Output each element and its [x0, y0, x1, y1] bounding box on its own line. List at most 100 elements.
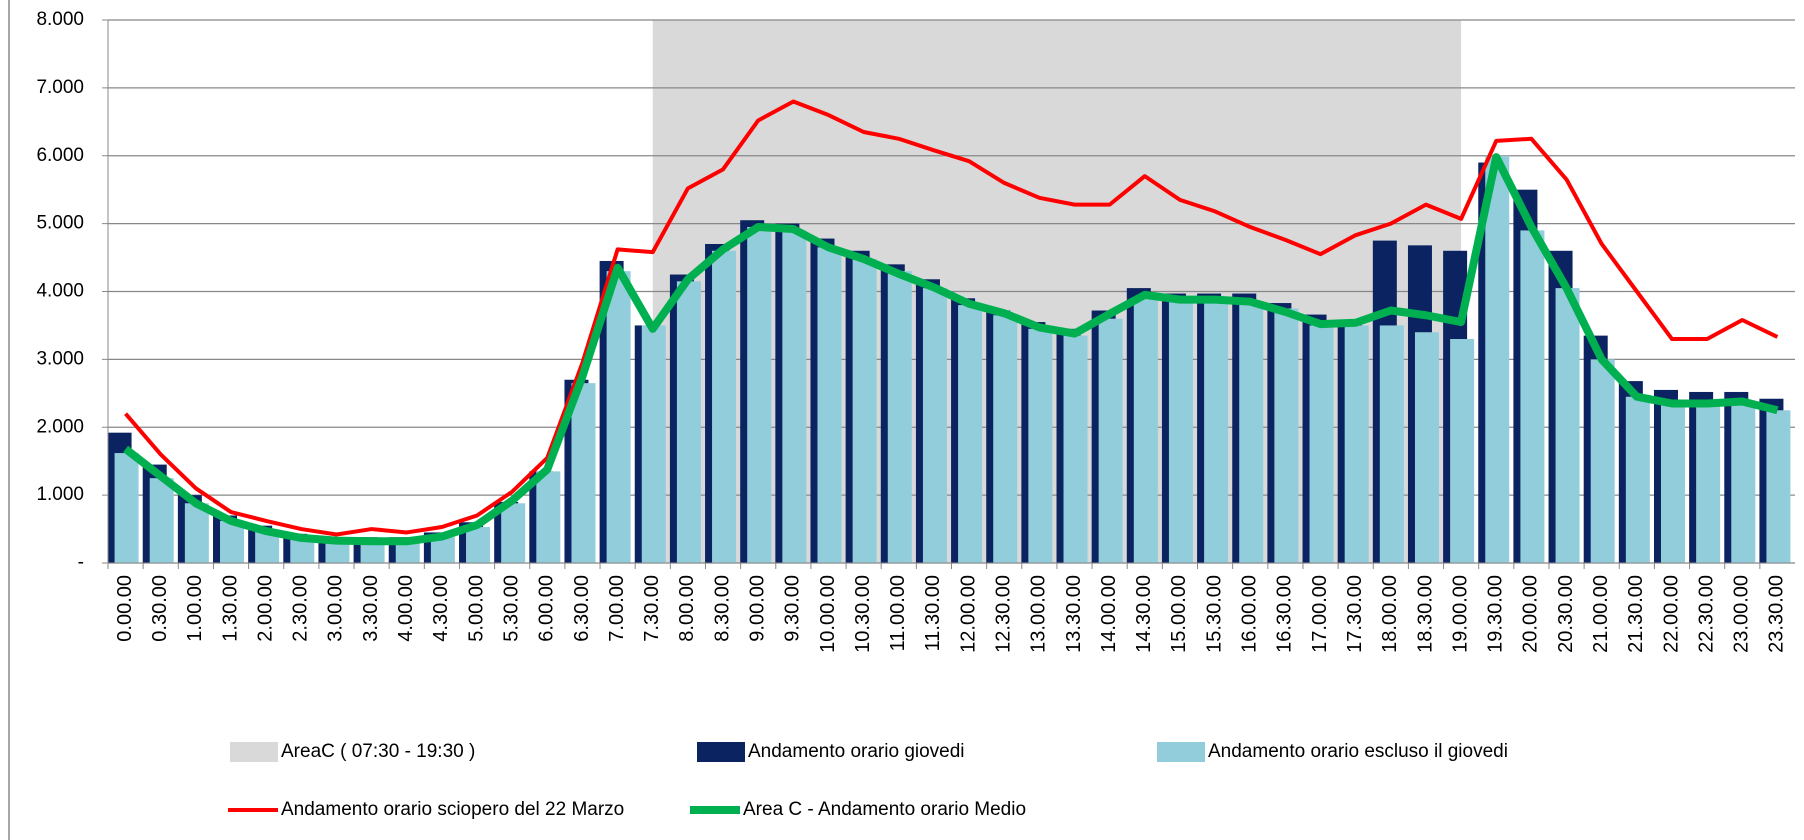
x-tick-label: 2.00.00 [254, 575, 276, 642]
bar [922, 288, 947, 563]
x-tick-label: 23.30.00 [1766, 575, 1788, 653]
x-tick-label: 8.30.00 [711, 575, 733, 642]
bar [1696, 403, 1721, 563]
y-tick-label: 6.000 [36, 145, 84, 166]
bar [360, 541, 385, 563]
bar [641, 325, 666, 563]
legend-swatch [230, 742, 278, 762]
x-tick-label: 13.00.00 [1028, 575, 1050, 653]
line-layer [123, 99, 1779, 546]
x-tick-label: 0.00.00 [114, 575, 136, 642]
bar [1133, 298, 1158, 563]
x-tick-label: 1.30.00 [219, 575, 241, 642]
x-tick-label: 17.00.00 [1309, 575, 1331, 653]
x-tick-label: 16.00.00 [1239, 575, 1261, 653]
legend-label: Andamento orario escluso il giovedi [1208, 741, 1508, 762]
x-tick-label: 9.30.00 [782, 575, 804, 642]
x-tick-label: 10.00.00 [817, 575, 839, 653]
bar [1239, 301, 1264, 563]
bar [747, 227, 772, 564]
x-tick-label: 14.30.00 [1133, 575, 1155, 653]
line [123, 153, 1779, 546]
legend-swatch [697, 742, 745, 762]
x-tick-label: 18.00.00 [1379, 575, 1401, 653]
legend-label: Andamento orario giovedi [748, 741, 965, 762]
x-tick-label: 21.00.00 [1590, 575, 1612, 653]
x-tick-label: 13.30.00 [1063, 575, 1085, 653]
bar [1309, 325, 1334, 563]
x-tick-label: 14.00.00 [1098, 575, 1120, 653]
bar-layer [107, 155, 1791, 564]
bar [1485, 155, 1510, 563]
bar [712, 250, 737, 563]
x-tick-label: 19.30.00 [1485, 575, 1507, 653]
x-tick-label: 12.30.00 [993, 575, 1015, 653]
y-tick-label: 3.000 [36, 348, 84, 369]
x-tick-label: 17.30.00 [1344, 575, 1366, 653]
bar [782, 230, 807, 563]
legend-label: Andamento orario sciopero del 22 Marzo [281, 799, 624, 820]
bar [887, 271, 912, 563]
x-tick-label: 22.00.00 [1660, 575, 1682, 653]
bar [220, 520, 245, 563]
x-tick-label: 6.30.00 [571, 575, 593, 642]
y-tick-label: 8.000 [36, 9, 84, 30]
bar [817, 247, 842, 563]
x-tick-label: 7.30.00 [641, 575, 663, 642]
bar [1555, 288, 1580, 563]
x-tick-label: 16.30.00 [1274, 575, 1296, 653]
y-tick-label: 5.000 [36, 213, 84, 234]
legend-label: Area C - Andamento orario Medio [743, 799, 1026, 820]
x-tick-label: 3.00.00 [325, 575, 347, 642]
x-tick-label: 0.30.00 [149, 575, 171, 642]
y-tick-label: 2.000 [36, 416, 84, 437]
bar [325, 540, 350, 563]
y-tick-label: - [78, 552, 84, 573]
bar [501, 503, 526, 563]
bar [536, 471, 561, 563]
y-tick-label: 7.000 [36, 77, 84, 98]
y-tick-label: 1.000 [36, 484, 84, 505]
x-tick-label: 6.00.00 [536, 575, 558, 642]
line [124, 99, 1779, 537]
y-tick-label: 4.000 [36, 281, 84, 302]
x-tick-label: 12.00.00 [957, 575, 979, 653]
bar [1450, 339, 1475, 563]
bar [1063, 335, 1088, 563]
x-tick-label: 20.30.00 [1555, 575, 1577, 653]
axis-layer: - 1.000 2.000 3.000 4.000 5.000 6.000 7.000 8.00… [36, 9, 1795, 653]
bar [149, 478, 174, 563]
bar [184, 503, 209, 563]
bar [993, 315, 1018, 563]
x-tick-label: 2.30.00 [290, 575, 312, 642]
bar [1028, 328, 1053, 563]
bar [1204, 301, 1229, 563]
legend-swatch [1157, 742, 1205, 762]
x-tick-label: 8.00.00 [676, 575, 698, 642]
x-tick-label: 11.30.00 [922, 575, 944, 651]
bar [1660, 403, 1685, 563]
bar [1625, 396, 1650, 563]
bar [1414, 332, 1439, 563]
x-tick-label: 21.30.00 [1625, 575, 1647, 653]
x-tick-label: 5.00.00 [465, 575, 487, 642]
x-tick-label: 4.30.00 [430, 575, 452, 642]
bar [1344, 325, 1369, 563]
bar [571, 383, 596, 563]
x-tick-label: 10.30.00 [852, 575, 874, 653]
bar [1098, 318, 1123, 563]
legend-label: AreaC ( 07:30 - 19:30 ) [281, 741, 475, 762]
x-tick-label: 3.30.00 [360, 575, 382, 642]
x-tick-label: 1.00.00 [184, 575, 206, 642]
x-tick-label: 9.00.00 [746, 575, 768, 642]
bar [1590, 359, 1615, 563]
bar [1379, 325, 1404, 563]
bar [114, 453, 139, 563]
x-tick-label: 20.00.00 [1520, 575, 1542, 653]
bar [1731, 403, 1756, 563]
bar [606, 271, 631, 563]
bar [1766, 410, 1791, 563]
bar [1520, 230, 1545, 563]
bar [852, 258, 877, 563]
